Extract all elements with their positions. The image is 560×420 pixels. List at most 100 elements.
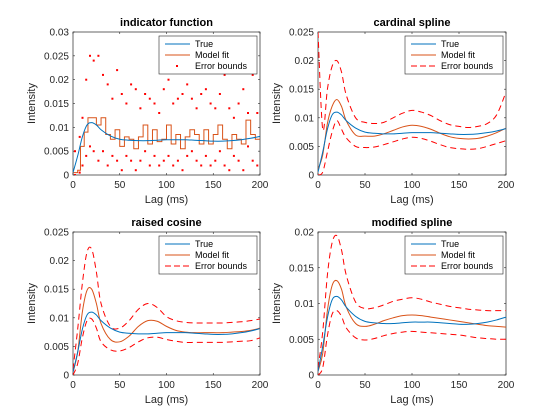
y-tick-label: 0.015 [44, 285, 69, 296]
error-bound-upper-line [318, 32, 506, 132]
error-bound-lower-line [318, 120, 506, 175]
error-bound-point [158, 112, 161, 114]
x-tick-label: 50 [359, 180, 371, 191]
legend-label: Model fit [195, 250, 230, 260]
error-bound-point [204, 88, 207, 91]
x-tick-label: 100 [404, 180, 421, 191]
legend-label: True [195, 239, 213, 249]
error-bound-point [74, 174, 76, 175]
error-bound-point [144, 150, 147, 153]
error-bound-point [92, 150, 95, 153]
legend-label: Model fit [441, 50, 476, 60]
error-bound-point [228, 169, 231, 172]
error-bound-point [106, 83, 109, 86]
y-tick-label: 0.025 [289, 28, 314, 39]
error-bound-point [148, 164, 151, 167]
error-bound-point [186, 83, 189, 86]
error-bound-point [195, 159, 198, 162]
y-tick-label: 0.02 [50, 256, 70, 267]
error-bound-point [181, 93, 184, 95]
x-axis-label: Lag (ms) [390, 394, 433, 406]
error-bound-point [162, 88, 165, 91]
error-bound-point [106, 164, 109, 167]
error-bound-point [139, 107, 142, 110]
y-tick-label: 0.01 [295, 299, 315, 310]
error-bound-point [85, 78, 88, 81]
error-bound-point [74, 150, 76, 153]
error-bound-point [144, 93, 147, 95]
legend-label: Model fit [195, 50, 230, 60]
error-bound-point [242, 169, 245, 172]
error-bound-point [190, 97, 193, 100]
y-tick-label: 0.01 [50, 123, 70, 134]
error-bound-point [204, 154, 207, 157]
x-tick-label: 0 [70, 180, 76, 191]
error-bound-point [116, 69, 119, 72]
error-bound-point [200, 164, 203, 167]
y-tick-label: 0.02 [295, 56, 315, 67]
x-tick-label: 150 [205, 380, 222, 391]
error-bound-point [102, 150, 104, 153]
error-bound-point [172, 102, 175, 105]
panel-1: cardinal spline 0 50 100 150 200 0 0.005 0.01 0.0… [271, 17, 515, 206]
y-tick-label: 0 [63, 171, 69, 182]
error-bound-point [134, 88, 137, 91]
y-tick-label: 0.02 [295, 228, 315, 239]
error-bound-point [176, 97, 179, 100]
y-tick-label: 0.015 [44, 99, 69, 110]
x-tick-label: 200 [252, 180, 269, 191]
model-fit-line [318, 279, 506, 372]
y-tick-label: 0 [308, 371, 314, 382]
panel-0: indicator function 0 50 100 150 200 0 0.005 0.01… [26, 17, 269, 206]
x-tick-label: 200 [252, 380, 269, 391]
x-tick-label: 0 [315, 380, 321, 391]
error-bound-point [134, 169, 137, 172]
legend-label: Error bounds [441, 261, 494, 271]
y-tick-label: 0.025 [44, 228, 69, 239]
x-tick-label: 200 [498, 380, 515, 391]
error-bound-point [102, 73, 104, 76]
true-line [73, 122, 260, 173]
y-tick-label: 0.005 [44, 147, 69, 158]
error-bound-point [247, 112, 249, 114]
y-tick-label: 0 [308, 171, 314, 182]
error-bound-point [261, 165, 263, 167]
error-bound-point [247, 145, 249, 148]
x-tick-label: 50 [114, 380, 126, 391]
error-bound-point [214, 107, 217, 110]
error-bound-point [232, 116, 235, 119]
error-bound-point [162, 159, 165, 162]
error-bound-point [130, 159, 133, 162]
x-tick-label: 150 [205, 180, 222, 191]
error-bound-point [256, 164, 259, 167]
y-tick-label: 0.005 [289, 335, 314, 346]
error-bound-point [139, 159, 142, 162]
error-bound-point [237, 102, 240, 105]
error-bound-point [218, 93, 221, 95]
y-axis-label: Intensity [271, 283, 283, 324]
legend-label: True [441, 239, 459, 249]
y-axis-label: Intensity [26, 283, 38, 324]
plot-area [318, 234, 506, 375]
model-fit-line [318, 98, 506, 170]
error-bound-point [242, 88, 245, 91]
model-fit-line [73, 287, 260, 373]
y-tick-label: 0.01 [50, 313, 70, 324]
y-axis-label: Intensity [26, 83, 38, 124]
x-tick-label: 100 [404, 380, 421, 391]
true-line [73, 311, 260, 373]
error-bound-point [261, 98, 263, 100]
y-tick-label: 0.025 [44, 51, 69, 62]
error-bound-point [237, 159, 240, 162]
plot-area [73, 246, 260, 375]
x-axis-label: Lag (ms) [145, 194, 188, 206]
y-tick-label: 0.005 [44, 342, 69, 353]
error-bound-point [81, 116, 84, 119]
error-bound-point [111, 97, 114, 100]
error-bound-point [92, 59, 95, 62]
error-bound-point [89, 54, 91, 57]
panel-3: modified spline 0 50 100 150 200 0 0.005 0.01 0.0… [271, 217, 515, 406]
